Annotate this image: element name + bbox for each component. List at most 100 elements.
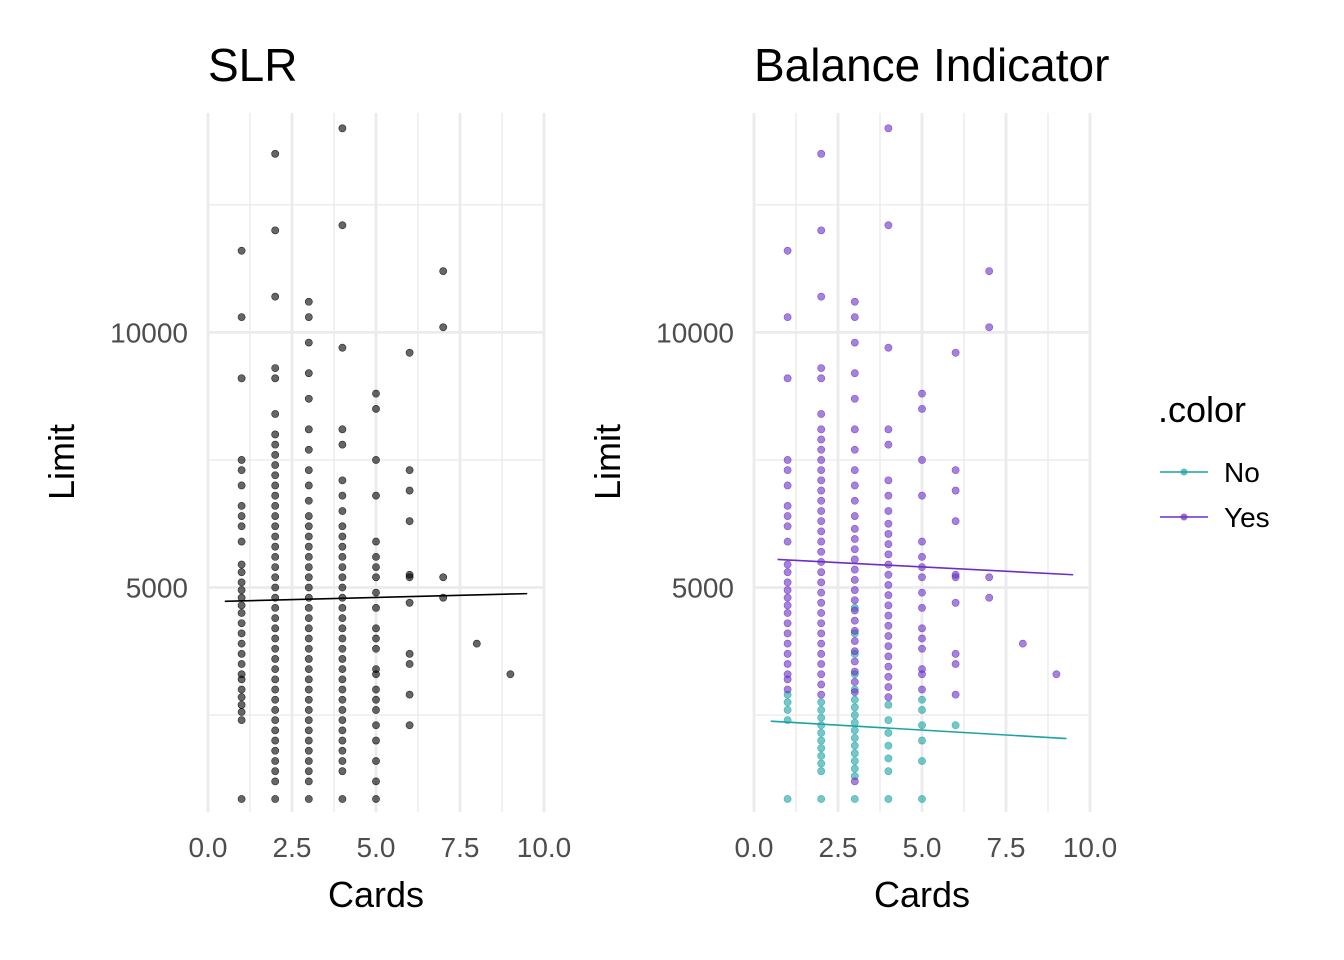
scatter-point: [783, 609, 792, 617]
legend: .color No Yes: [1158, 389, 1270, 533]
scatter-point: [850, 703, 859, 712]
scatter-point: [237, 708, 246, 716]
scatter-point: [884, 530, 893, 538]
scatter-point: [850, 575, 859, 584]
scatter-point: [783, 586, 792, 594]
scatter-point: [783, 512, 792, 520]
scatter-point: [918, 685, 926, 694]
scatter-point: [850, 565, 859, 574]
scatter-point: [237, 609, 246, 617]
scatter-point: [850, 677, 859, 686]
scatter-point: [372, 491, 380, 500]
y-axis-title: Limit: [587, 424, 628, 500]
scatter-point: [304, 522, 313, 531]
scatter-point: [850, 795, 859, 803]
scatter-point: [817, 578, 826, 587]
scatter-point: [338, 716, 347, 725]
chart-title: SLR: [208, 39, 297, 91]
scatter-point: [884, 476, 893, 485]
scatter-point: [918, 695, 926, 704]
scatter-point: [1052, 670, 1061, 679]
scatter-point: [405, 690, 414, 699]
scatter-point: [918, 456, 926, 464]
scatter-point: [439, 267, 448, 276]
scatter-point: [884, 632, 893, 640]
scatter-point: [372, 757, 380, 765]
scatter-point: [850, 545, 859, 554]
scatter-point: [405, 517, 414, 526]
scatter-point: [817, 425, 826, 434]
scatter-point: [338, 757, 347, 765]
scatter-point: [405, 486, 414, 495]
scatter-point: [783, 537, 792, 546]
scatter-point: [850, 647, 859, 656]
scatter-point: [817, 486, 826, 495]
scatter-point: [439, 573, 448, 582]
scatter-point: [338, 343, 347, 352]
scatter-point: [918, 795, 926, 803]
scatter-point: [271, 746, 280, 755]
scatter-point: [817, 751, 826, 760]
scatter-point: [237, 481, 246, 490]
scatter-point: [338, 425, 347, 434]
scatter-point: [372, 736, 380, 745]
scatter-point: [783, 685, 792, 694]
scatter-point: [271, 777, 280, 786]
scatter-point: [884, 425, 893, 434]
scatter-point: [271, 736, 280, 745]
scatter-point: [884, 601, 893, 610]
scatter-point: [405, 570, 414, 579]
scatter-point: [850, 637, 859, 645]
scatter-point: [237, 639, 246, 648]
scatter-point: [951, 649, 960, 658]
scatter-point: [338, 655, 347, 663]
scatter-point: [783, 560, 792, 569]
scatter-point: [237, 693, 246, 702]
x-axis-title: Cards: [328, 874, 424, 915]
scatter-point: [338, 563, 347, 571]
scatter-point: [817, 292, 826, 301]
y-tick-label: 5000: [126, 573, 188, 604]
scatter-point: [271, 430, 280, 439]
scatter-point: [271, 573, 280, 582]
scatter-point: [237, 374, 246, 383]
legend-title: .color: [1158, 389, 1246, 430]
scatter-point: [850, 711, 859, 719]
scatter-point: [304, 665, 313, 674]
panel-slr: 0.0 2.5 5.0 7.5 10.0 5000 10000 SLR Cards Limi…: [41, 39, 571, 915]
fit-line: [777, 558, 1074, 576]
scatter-point: [338, 726, 347, 735]
scatter-point: [817, 496, 826, 505]
scatter-point: [271, 634, 280, 643]
scatter-point: [338, 634, 347, 643]
scatter-point: [237, 512, 246, 520]
scatter-point: [884, 611, 893, 620]
scatter-point: [850, 657, 859, 666]
scatter-point: [817, 649, 826, 658]
scatter-point: [237, 501, 246, 510]
legend-item-yes: Yes: [1160, 502, 1270, 533]
scatter-point: [271, 665, 280, 674]
scatter-point: [372, 644, 380, 653]
scatter-point: [304, 726, 313, 735]
scatter-point: [884, 440, 893, 449]
scatter-point: [850, 524, 859, 533]
scatter-point: [237, 716, 246, 725]
scatter-point: [405, 649, 414, 658]
scatter-point: [951, 570, 960, 579]
scatter-point: [884, 729, 893, 737]
scatter-point: [918, 604, 926, 612]
scatter-point: [951, 690, 960, 699]
scatter-point: [817, 759, 826, 768]
legend-key-point: [1180, 468, 1188, 476]
scatter-point: [783, 601, 792, 610]
scatter-point: [338, 644, 347, 653]
scatter-point: [951, 598, 960, 607]
scatter-point: [304, 593, 313, 602]
scatter-point: [271, 149, 280, 158]
scatter-point: [783, 481, 792, 490]
scatter-point: [918, 537, 926, 546]
scatter-point: [884, 741, 893, 750]
scatter-point: [817, 609, 826, 617]
